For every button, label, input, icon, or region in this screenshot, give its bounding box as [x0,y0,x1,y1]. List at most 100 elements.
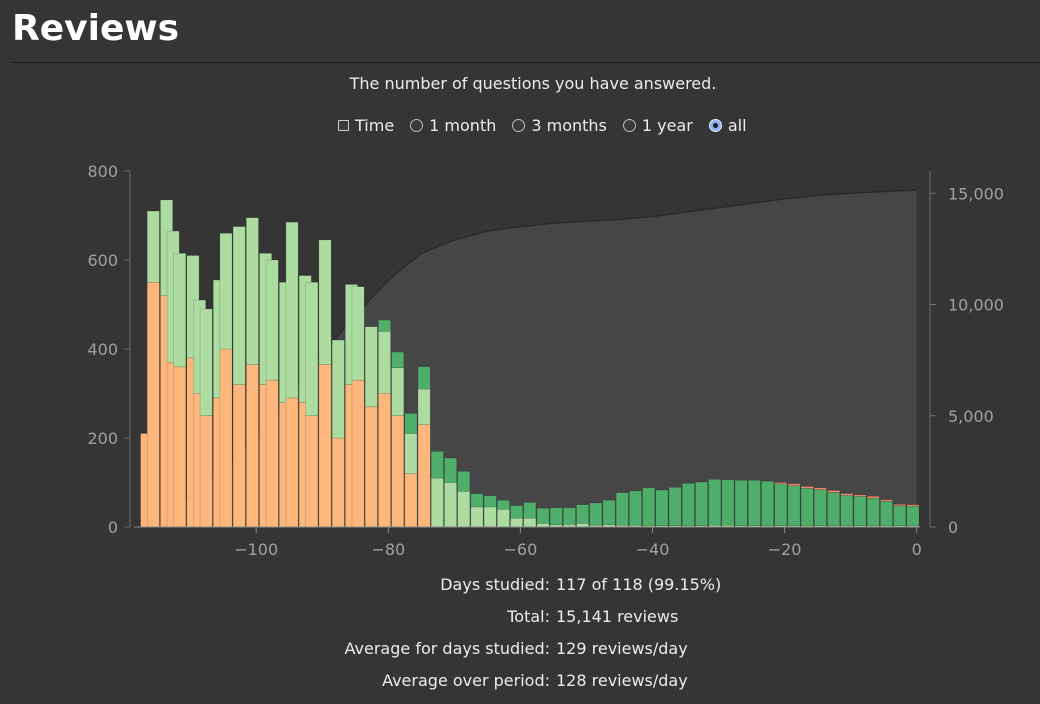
bar-young [305,282,319,416]
bar-mature [655,489,669,526]
bar-young [331,339,345,439]
radio-1-year[interactable] [622,118,636,132]
graph-controls: Time 1 month 3 months 1 year all [338,114,747,136]
y-tick-label: 200 [87,429,118,448]
bar-young [497,508,510,528]
y2-tick-label: 0 [948,518,958,537]
stat-label: Total: [507,607,550,626]
bar-learn [331,437,345,528]
bar-young [404,433,418,474]
bar-mature [721,479,735,526]
bar-relearn [827,490,840,493]
bar-young [510,517,523,528]
bar-learn [173,366,187,528]
bar-learn [318,364,332,528]
bar-mature [761,480,774,526]
x-tick-label: 0 [912,540,922,559]
bar-young [523,517,537,528]
bar-mature [866,497,880,526]
y-tick-label: 800 [87,162,118,181]
bar-mature [378,319,391,332]
bar-relearn [814,487,827,490]
bar-mature [563,507,576,525]
range-option-all[interactable]: all [708,116,747,135]
bar-young [318,239,332,365]
bar-learn [305,415,319,528]
y-tick-label: 400 [87,340,118,359]
x-tick-label: −20 [768,540,802,559]
radio-1-month[interactable] [410,118,424,132]
x-tick-label: −100 [234,540,278,559]
y-tick-label: 600 [87,251,118,270]
bar-young [430,477,444,528]
stat-value: 15,141 reviews [556,607,679,626]
range-option-1-month[interactable]: 1 month [410,116,496,135]
bar-relearn [853,494,867,497]
bar-young [285,221,299,399]
bar-learn [391,415,405,528]
radio-all[interactable] [708,118,722,132]
time-checkbox[interactable] [338,119,349,131]
bar-relearn [880,499,893,502]
bar-mature [827,492,840,526]
bar-mature [430,451,444,479]
bar-mature [840,495,854,526]
bar-young [173,253,187,368]
bar-learn [351,379,365,528]
bar-relearn [906,504,920,507]
bar-young [265,259,279,381]
bar-learn [146,282,160,528]
bar-mature [668,487,682,526]
radio-3-months[interactable] [512,118,526,132]
y2-tick-label: 15,000 [948,184,1004,203]
bar-mature [642,487,656,526]
bar-mature [549,507,563,526]
bar-learn [417,424,431,528]
y2-tick-label: 10,000 [948,296,1004,315]
bar-young [232,226,246,385]
time-label: Time [355,115,395,135]
bar-mature [404,413,418,434]
bar-mature [602,500,616,526]
bar-relearn [840,493,854,496]
bar-mature [787,485,801,526]
bar-young [576,523,589,528]
bar-mature [589,502,603,526]
bar-learn [219,348,233,528]
time-toggle[interactable]: Time [338,116,394,135]
bar-mature [629,490,642,526]
range-option-1-year[interactable]: 1 year [622,115,693,135]
bar-young [536,523,550,528]
bar-mature [497,500,510,510]
bar-young [470,506,484,528]
title-divider [12,62,1040,63]
bar-young [483,506,497,528]
range-label: 1 year [641,115,693,135]
bar-learn [232,384,246,528]
range-label: 3 months [531,115,607,135]
bar-mature [536,508,550,524]
bar-relearn [774,482,788,485]
stat-value: 117 of 118 (99.15%) [556,575,722,594]
bar-young [351,286,365,381]
bar-mature [893,505,907,526]
bar-young [378,330,391,394]
bar-learn [285,397,299,528]
x-tick-label: −40 [636,540,670,559]
bar-relearn [800,486,814,489]
stat-row-days-studied: Days studied: 117 of 118 (99.15%) [0,575,1040,607]
bar-young [364,326,378,408]
bar-learn [378,393,391,528]
bar-mature [483,495,497,508]
bar-mature [681,483,695,526]
bar-mature [708,479,722,526]
bar-young [146,210,160,283]
bar-mature [391,351,405,368]
stat-row-total: Total: 15,141 reviews [0,607,1040,639]
y-tick-label: 0 [108,518,118,537]
chart-subtitle: The number of questions you have answere… [349,74,717,93]
bar-mature [814,489,827,526]
range-option-3-months[interactable]: 3 months [512,116,607,135]
bar-mature [523,502,537,519]
bar-mature [576,504,589,524]
